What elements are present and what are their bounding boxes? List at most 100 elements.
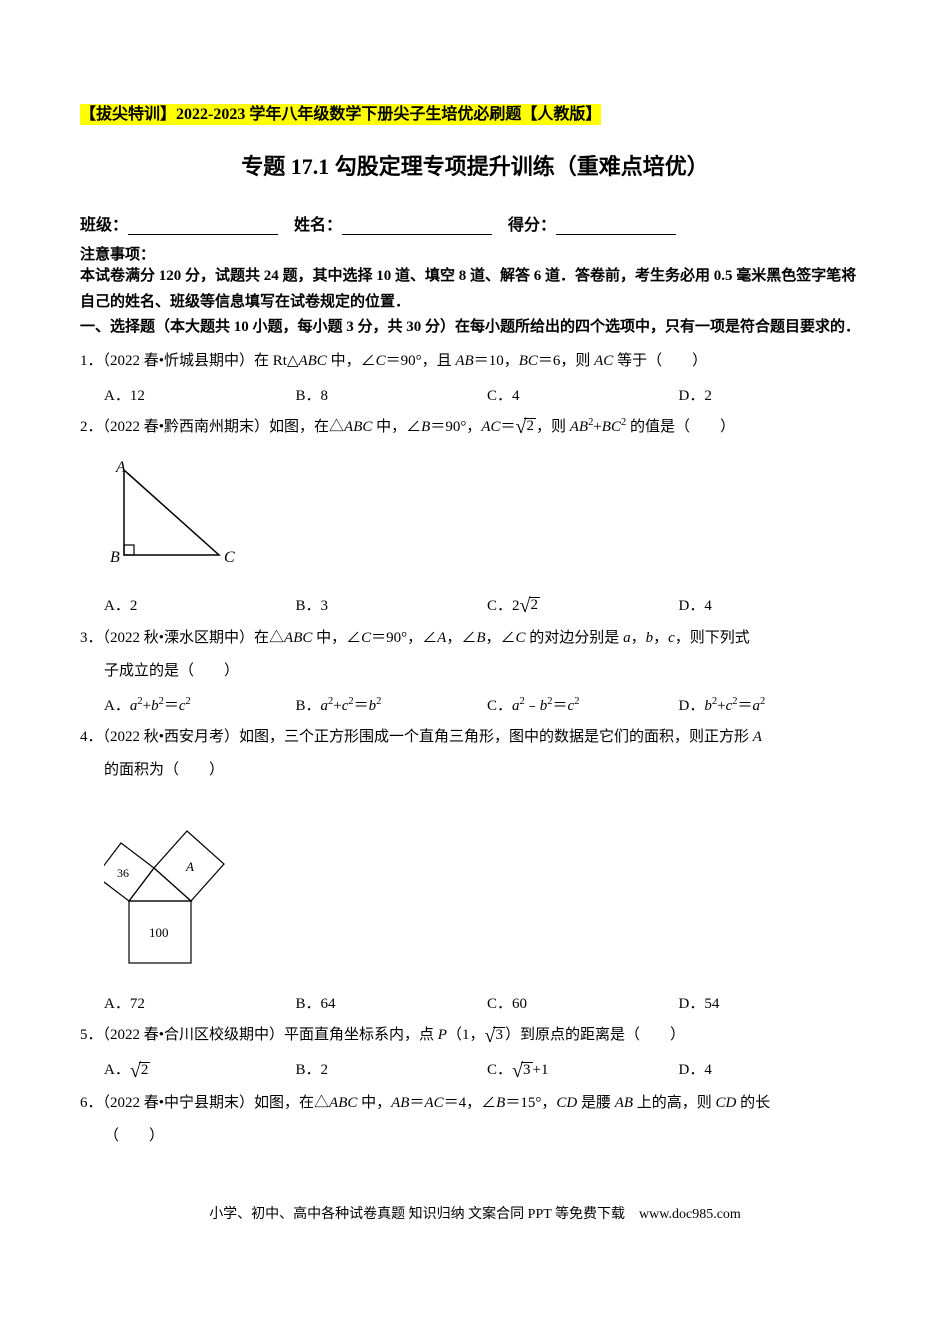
q2-ac: AC: [481, 419, 500, 435]
q6-eq: ＝: [409, 1095, 424, 1111]
q4-figure: 100 36 A: [104, 801, 254, 971]
q3-lc2: ，: [653, 630, 668, 646]
q3-c: C．a2﹣b2＝c2: [487, 694, 679, 715]
q4-line2: 的面积为（ ）: [104, 754, 870, 787]
q5-c-sqrt: √3: [512, 1061, 532, 1081]
q3-b: B．a2+c2＝b2: [296, 694, 488, 715]
q3-t1: ，则下列式: [675, 630, 750, 646]
q6-line2: （ ）: [104, 1120, 870, 1153]
q2-bc2: BC: [602, 419, 621, 435]
q6-src: （2022 春•中宁县期末）如图，在△: [103, 1095, 330, 1111]
q1-tail: 等于（ ）: [613, 353, 707, 369]
question-6: 6．（2022 春•中宁县期末）如图，在△ABC 中，AB＝AC＝4，∠B＝15…: [80, 1087, 870, 1153]
q6-tail: 的长: [736, 1095, 770, 1111]
q1-b: B．8: [296, 384, 488, 405]
q2-tail: 的值是（ ）: [626, 419, 735, 435]
q6-m3: 上的高，则: [633, 1095, 716, 1111]
q2-label-B: B: [110, 549, 120, 566]
q4-label-36: 36: [117, 866, 129, 880]
q2-c: C．2√2: [487, 594, 679, 617]
q3-src: （2022 秋•溧水区期中）在△: [103, 630, 285, 646]
notice-label: 注意事项：: [80, 243, 870, 264]
q1-c: C: [376, 353, 386, 369]
question-1: 1．（2022 春•忻城县期中）在 Rt△ABC 中，∠C＝90°，且 AB＝1…: [80, 345, 870, 378]
q1-abc: ABC: [298, 353, 326, 369]
q1-choices: A．12 B．8 C．4 D．2: [104, 384, 870, 405]
score-blank: [556, 218, 676, 235]
q2-plus: +: [593, 419, 601, 435]
q3-d: D．b2+c2＝a2: [679, 694, 871, 715]
q1-a: A．12: [104, 384, 296, 405]
name-blank: [342, 218, 492, 235]
q3-cm1: ，∠: [446, 630, 476, 646]
q6-ab2: AB: [615, 1095, 633, 1111]
q2-b: B: [421, 419, 430, 435]
class-blank: [128, 218, 278, 235]
q2-sqrt: √2: [516, 417, 536, 437]
q6-ac: AC: [424, 1095, 443, 1111]
q3-c2: C: [516, 630, 526, 646]
q4-b: B．64: [296, 992, 488, 1013]
q3-e1: ＝90°，∠: [371, 630, 437, 646]
q1-bc: BC: [519, 353, 538, 369]
q6-b: B: [496, 1095, 505, 1111]
q3-line2: 子成立的是（ ）: [104, 655, 870, 688]
q5-b: B．2: [296, 1058, 488, 1081]
q6-num: 6．: [80, 1095, 103, 1111]
q5-d: D．4: [679, 1058, 871, 1081]
class-label: 班级：: [80, 217, 128, 234]
q4-c: C．60: [487, 992, 679, 1013]
q2-c-sqrt: √2: [520, 596, 540, 616]
q3-abc: ABC: [284, 630, 312, 646]
q2-sqrt-arg: 2: [524, 418, 536, 434]
q3-b: B: [476, 630, 485, 646]
q4-label-100: 100: [149, 925, 169, 940]
q6-ab: AB: [391, 1095, 409, 1111]
q1-ac: AC: [594, 353, 613, 369]
q3-a: A．a2+b2＝c2: [104, 694, 296, 715]
q1-num: 1．: [80, 353, 103, 369]
q3-a: A: [437, 630, 446, 646]
score-label: 得分：: [508, 217, 556, 234]
page: 【拔尖特训】2022-2023 学年八年级数学下册尖子生培优必刷题【人教版】 专…: [0, 0, 950, 1263]
q4-d: D．54: [679, 992, 871, 1013]
q5-src: （2022 春•合川区校级期中）平面直角坐标系内，点: [103, 1027, 438, 1043]
question-2: 2．（2022 春•黔西南州期末）如图，在△ABC 中，∠B＝90°，AC＝√2…: [80, 411, 870, 444]
page-footer: 小学、初中、高中各种试卷真题 知识归纳 文案合同 PPT 等免费下载 www.d…: [80, 1203, 870, 1223]
notice-text: 本试卷满分 120 分，试题共 24 题，其中选择 10 道、填空 8 道、解答…: [80, 264, 870, 315]
q3-m1: 中，∠: [312, 630, 361, 646]
q2-num: 2．: [80, 419, 103, 435]
page-title: 专题 17.1 勾股定理专项提升训练（重难点培优）: [80, 149, 870, 181]
q3-cm2: ，∠: [486, 630, 516, 646]
q1-d: D．2: [679, 384, 871, 405]
q2-abc: ABC: [344, 419, 372, 435]
header-banner-wrap: 【拔尖特训】2022-2023 学年八年级数学下册尖子生培优必刷题【人教版】: [80, 100, 870, 124]
q4-a: A．72: [104, 992, 296, 1013]
q5-sqrt: √3: [484, 1026, 504, 1046]
q5-P: P: [438, 1027, 447, 1043]
q6-m1: 中，: [357, 1095, 391, 1111]
q1-e1: ＝90°，且: [386, 353, 456, 369]
q1-e2: ＝10，: [474, 353, 519, 369]
q5-a-sqrt: √2: [130, 1061, 150, 1081]
q2-m2: ，则: [536, 419, 570, 435]
q1-ab: AB: [455, 353, 473, 369]
q6-eq3: ＝15°，: [505, 1095, 556, 1111]
q5-a: A．√2: [104, 1058, 296, 1081]
q2-e2: ＝: [500, 419, 515, 435]
q3-la: a: [623, 630, 631, 646]
q2-c-sqrt-arg: 2: [529, 597, 541, 613]
q5-c: C．√3+1: [487, 1058, 679, 1081]
q1-e3: ＝6，则: [538, 353, 594, 369]
q3-lc: c: [668, 630, 675, 646]
q3-c: C: [361, 630, 371, 646]
q2-label-C: C: [224, 549, 235, 566]
q2-c-pre: C．2: [487, 598, 520, 614]
question-4: 4．（2022 秋•西安月考）如图，三个正方形围成一个直角三角形，图中的数据是它…: [80, 721, 870, 787]
q6-m2: 是腰: [577, 1095, 615, 1111]
q2-ab2: AB: [570, 419, 588, 435]
q1-m2: 中，∠: [327, 353, 376, 369]
q2-a: A．2: [104, 594, 296, 617]
q3-m2: 的对边分别是: [526, 630, 624, 646]
q4-src: （2022 秋•西安月考）如图，三个正方形围成一个直角三角形，图中的数据是它们的…: [103, 729, 753, 745]
